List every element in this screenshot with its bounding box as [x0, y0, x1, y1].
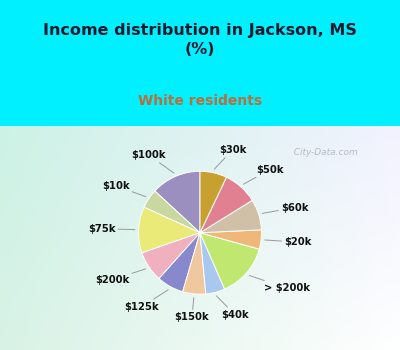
Wedge shape — [200, 171, 226, 233]
Wedge shape — [155, 171, 200, 233]
Wedge shape — [200, 233, 259, 289]
Wedge shape — [142, 233, 200, 279]
Wedge shape — [200, 230, 262, 249]
Wedge shape — [159, 233, 200, 292]
Wedge shape — [138, 207, 200, 253]
Wedge shape — [144, 191, 200, 233]
Text: $10k: $10k — [102, 181, 146, 197]
Text: $200k: $200k — [95, 269, 146, 285]
Text: Income distribution in Jackson, MS
(%): Income distribution in Jackson, MS (%) — [43, 23, 357, 57]
Text: $125k: $125k — [124, 290, 168, 312]
Text: > $200k: > $200k — [249, 275, 310, 293]
Text: $75k: $75k — [88, 224, 135, 234]
Text: $30k: $30k — [214, 145, 246, 169]
Text: $100k: $100k — [132, 150, 174, 173]
Text: $50k: $50k — [244, 164, 284, 184]
Text: White residents: White residents — [138, 94, 262, 108]
Text: $20k: $20k — [265, 237, 312, 247]
Wedge shape — [200, 200, 262, 233]
Text: $60k: $60k — [262, 203, 308, 214]
Text: $150k: $150k — [175, 298, 209, 322]
Wedge shape — [200, 233, 225, 294]
Text: $40k: $40k — [216, 296, 249, 320]
Text: City-Data.com: City-Data.com — [288, 148, 358, 158]
Wedge shape — [200, 177, 252, 233]
Wedge shape — [183, 233, 206, 294]
